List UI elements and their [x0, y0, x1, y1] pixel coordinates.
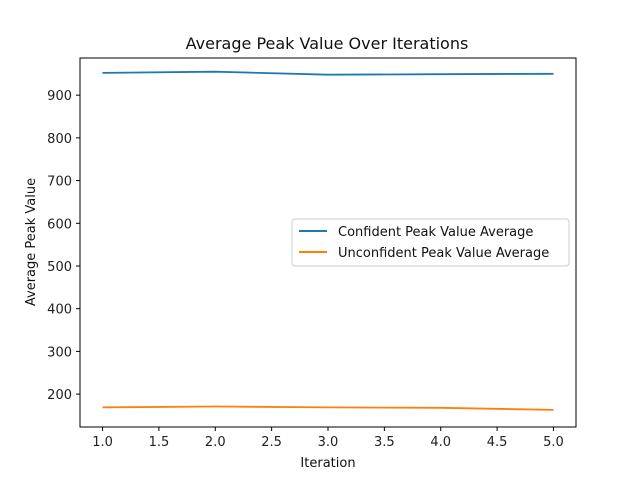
x-tick-label: 4.0 [430, 435, 451, 450]
x-tick-label: 2.0 [205, 435, 226, 450]
y-axis-label: Average Peak Value [24, 178, 39, 306]
x-axis-label: Iteration [300, 456, 355, 471]
legend-box [291, 218, 570, 267]
x-tick-label: 1.5 [149, 435, 170, 450]
y-axis: 200 300 400 500 600 700 800 900 [47, 89, 80, 403]
y-tick-label: 700 [47, 175, 72, 190]
y-tick-label: 300 [47, 345, 72, 360]
series-line-0 [102, 70, 554, 76]
series-line-1 [102, 405, 554, 411]
legend-label-1: Unconfident Peak Value Average [338, 246, 549, 261]
y-tick-label: 600 [47, 217, 72, 232]
x-tick-label: 5.0 [543, 435, 564, 450]
y-tick-label: 500 [47, 260, 72, 275]
x-tick-label: 1.0 [92, 435, 113, 450]
x-tick-label: 3.5 [374, 435, 395, 450]
legend-label-0: Confident Peak Value Average [338, 225, 533, 240]
chart-title: Average Peak Value Over Iterations [186, 34, 469, 53]
y-tick-label: 400 [47, 303, 72, 318]
x-tick-label: 2.5 [261, 435, 282, 450]
y-tick-label: 800 [47, 132, 72, 147]
legend: Confident Peak Value Average Unconfident … [291, 218, 570, 267]
series-lines [102, 70, 554, 411]
x-axis: 1.0 1.5 2.0 2.5 3.0 3.5 4.0 4.5 5.0 [92, 427, 564, 450]
y-tick-label: 200 [47, 388, 72, 403]
x-tick-label: 3.0 [318, 435, 339, 450]
y-tick-label: 900 [47, 89, 72, 104]
x-tick-label: 4.5 [487, 435, 508, 450]
